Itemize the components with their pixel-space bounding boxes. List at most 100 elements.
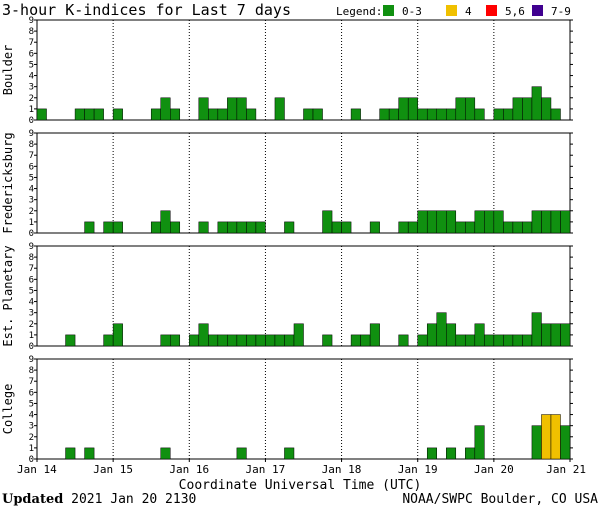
bar xyxy=(465,334,476,347)
y-tick-label: 7 xyxy=(29,151,34,161)
y-tick-label: 5 xyxy=(29,286,34,296)
bar xyxy=(103,334,114,347)
y-tick-label: 9 xyxy=(29,16,34,26)
bar xyxy=(398,221,409,234)
y-tick-label: 2 xyxy=(29,94,34,104)
bar xyxy=(512,97,523,121)
bar xyxy=(198,97,209,121)
bar xyxy=(446,447,457,460)
updated-spacer xyxy=(63,492,71,507)
legend-title: Legend: xyxy=(336,5,382,18)
x-tick-label: Jan 16 xyxy=(169,463,209,476)
panel-label: College xyxy=(1,384,15,435)
bar xyxy=(189,334,200,347)
y-tick-label: 3 xyxy=(29,422,34,432)
bar xyxy=(112,221,123,234)
bar xyxy=(112,323,123,347)
bar xyxy=(541,323,552,347)
bar xyxy=(560,323,571,347)
bar xyxy=(550,414,561,460)
bar xyxy=(531,86,542,121)
x-tick-label: Jan 15 xyxy=(93,463,133,476)
bar xyxy=(446,210,457,234)
bar xyxy=(217,334,228,347)
bar xyxy=(522,221,533,234)
y-tick-label: 0 xyxy=(29,455,34,465)
bar xyxy=(560,210,571,234)
bar xyxy=(446,323,457,347)
y-tick-label: 0 xyxy=(29,229,34,239)
bar xyxy=(484,334,495,347)
bar xyxy=(531,425,542,460)
bar xyxy=(170,334,181,347)
bar xyxy=(227,221,238,234)
y-tick-label: 1 xyxy=(29,331,34,341)
y-tick-label: 4 xyxy=(29,298,34,308)
bar xyxy=(341,221,352,234)
source-credit: NOAA/SWPC Boulder, CO USA xyxy=(402,492,598,507)
bar xyxy=(398,334,409,347)
y-tick-label: 2 xyxy=(29,320,34,330)
y-tick-label: 6 xyxy=(29,275,34,285)
y-tick-label: 6 xyxy=(29,49,34,59)
bar xyxy=(360,334,371,347)
legend-swatch-3 xyxy=(532,5,543,16)
x-tick-label: Jan 19 xyxy=(398,463,438,476)
y-tick-label: 0 xyxy=(29,342,34,352)
bar xyxy=(350,334,361,347)
bar xyxy=(407,221,418,234)
bar xyxy=(512,221,523,234)
panel-label: Fredericksburg xyxy=(1,132,15,233)
legend-swatch-0 xyxy=(383,5,394,16)
bar xyxy=(531,210,542,234)
updated-line: Updated 2021 Jan 20 2130 xyxy=(2,492,196,507)
bar xyxy=(398,97,409,121)
x-tick-label: Jan 20 xyxy=(474,463,514,476)
y-tick-label: 3 xyxy=(29,309,34,319)
bar xyxy=(265,334,276,347)
bar xyxy=(170,108,181,121)
bar xyxy=(541,414,552,460)
y-tick-label: 7 xyxy=(29,38,34,48)
y-tick-label: 1 xyxy=(29,444,34,454)
bar xyxy=(522,97,533,121)
y-tick-label: 9 xyxy=(29,355,34,365)
bar xyxy=(208,334,219,347)
bar xyxy=(541,210,552,234)
bar xyxy=(284,334,295,347)
bar xyxy=(103,221,114,234)
bar xyxy=(531,312,542,347)
bar xyxy=(426,108,438,121)
y-tick-label: 2 xyxy=(29,207,34,217)
bar xyxy=(522,334,533,347)
bar xyxy=(217,221,228,234)
bar xyxy=(417,108,428,121)
bar xyxy=(246,334,257,347)
y-tick-label: 6 xyxy=(29,162,34,172)
bar xyxy=(550,108,561,121)
bar xyxy=(65,334,76,347)
bar xyxy=(312,108,323,121)
panel-frame xyxy=(36,19,571,121)
bar xyxy=(436,312,447,347)
bar xyxy=(484,210,495,234)
bar xyxy=(455,334,466,347)
updated-label: Updated xyxy=(2,492,63,507)
panel-label: Boulder xyxy=(1,45,15,96)
bar xyxy=(112,108,123,121)
bar xyxy=(474,210,485,234)
bar xyxy=(369,221,380,234)
bar xyxy=(274,334,285,347)
bar xyxy=(493,210,504,234)
bar xyxy=(84,108,95,121)
bar xyxy=(208,108,219,121)
bar xyxy=(455,97,466,121)
y-tick-label: 3 xyxy=(29,83,34,93)
bar xyxy=(293,323,304,347)
y-tick-label: 1 xyxy=(29,105,34,115)
bar xyxy=(36,108,47,121)
bar xyxy=(65,447,76,460)
